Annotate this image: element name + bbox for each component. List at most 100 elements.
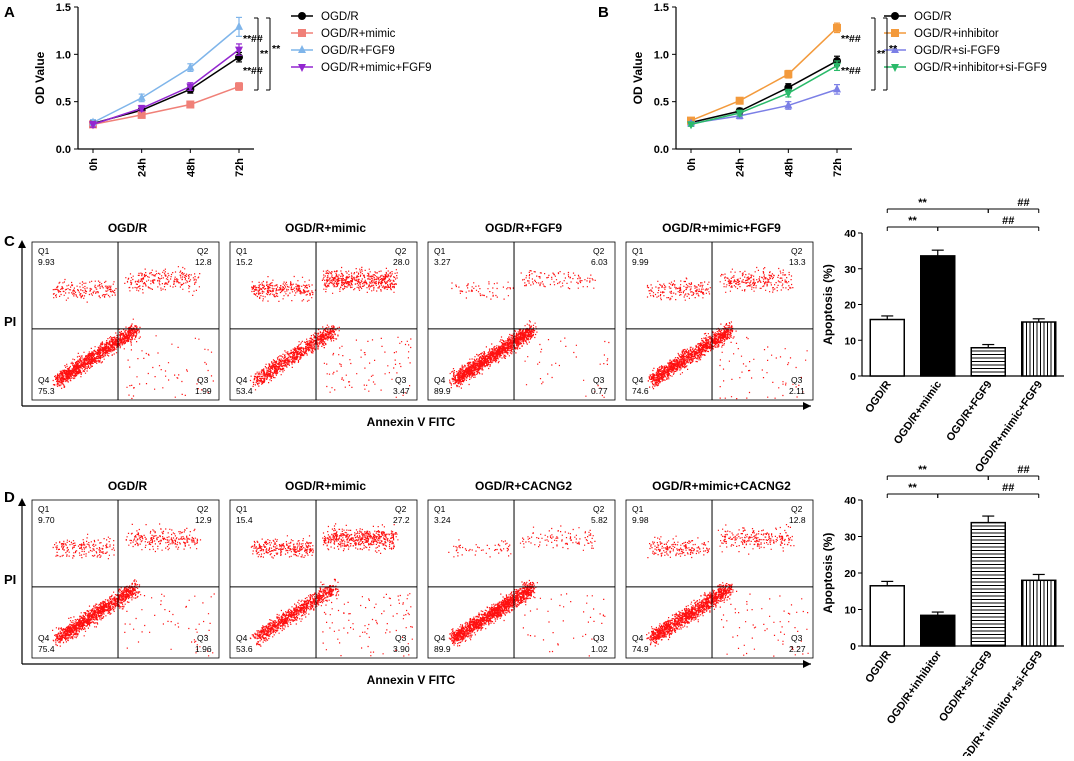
- x-axis-arrow: [803, 402, 811, 410]
- data-point: [833, 62, 841, 71]
- data-point: [137, 105, 146, 114]
- sig-annotation: **: [243, 33, 252, 45]
- quadrant-q3-value: 2.27: [789, 644, 806, 654]
- quadrant-q3-label: Q3: [197, 633, 209, 643]
- bar-chart-D-bar: 0 10 20 30 40 Apoptosis (%) OGD/ROGD/R+inhibit…: [821, 464, 1064, 761]
- legend-marker: [891, 29, 899, 37]
- data-point: [833, 84, 841, 93]
- sig-annotation: ##: [251, 65, 263, 77]
- flow-y-label: PI: [4, 572, 16, 587]
- y-tick-label: 30: [844, 532, 856, 544]
- x-tick-label: 24h: [137, 158, 149, 177]
- y-axis-label: OD Value: [33, 51, 47, 104]
- series-line: [690, 65, 838, 126]
- quadrant-q2-label: Q2: [593, 246, 605, 256]
- flow-plot-frame: [229, 499, 418, 659]
- quadrant-q1-value: 9.99: [632, 257, 649, 267]
- quadrant-q1-value: 9.70: [38, 515, 55, 525]
- quadrant-q1-value: 3.24: [434, 515, 451, 525]
- flow-cell-dots: [448, 525, 606, 657]
- quadrant-q2-label: Q2: [593, 504, 605, 514]
- series-line: [690, 88, 838, 125]
- legend-label: OGD/R+inhibitor: [914, 28, 999, 40]
- quadrant-q3-value: 1.96: [195, 644, 212, 654]
- panel-label-a: A: [4, 4, 15, 21]
- quadrant-q2-value: 12.8: [195, 257, 212, 267]
- x-tick-label: 72h: [832, 158, 844, 177]
- sig-label: **: [918, 464, 927, 476]
- flow-plot-frame: [229, 241, 418, 401]
- sig-annotation: **: [260, 48, 269, 60]
- y-tick-label: 1.5: [56, 2, 71, 14]
- quadrant-q1-label: Q1: [38, 504, 50, 514]
- flow-cell-dots: [449, 270, 610, 398]
- quadrant-q2-value: 5.82: [591, 515, 608, 525]
- flow-cell-dots: [249, 523, 413, 657]
- bar: [920, 255, 956, 377]
- data-point: [137, 110, 146, 119]
- sig-label: **: [908, 215, 917, 227]
- quadrant-q3-value: 1.99: [195, 386, 212, 396]
- quadrant-q4-label: Q4: [632, 375, 644, 385]
- quadrant-q4-label: Q4: [434, 633, 446, 643]
- quadrant-q1-value: 9.98: [632, 515, 649, 525]
- series-line: [92, 85, 240, 126]
- y-tick-label: 10: [844, 605, 856, 617]
- quadrant-q3-value: 2.11: [789, 386, 805, 396]
- sig-annotation: **: [841, 65, 850, 77]
- quadrant-q1-value: 3.27: [434, 257, 451, 267]
- legend-label: OGD/R+FGF9: [321, 45, 395, 57]
- x-tick-label: 24h: [735, 158, 747, 177]
- quadrant-q4-label: Q4: [236, 633, 248, 643]
- bar: [869, 585, 905, 647]
- sig-label: ##: [1002, 215, 1014, 227]
- y-tick-label: 1.0: [654, 49, 669, 61]
- flow-x-label: Annexin V FITC: [367, 415, 456, 429]
- legend-label: OGD/R: [914, 11, 952, 23]
- legend-marker: [891, 12, 899, 20]
- legend-label: OGD/R+mimic: [321, 28, 396, 40]
- sig-annotation: ##: [849, 33, 861, 45]
- legend-label: OGD/R: [321, 11, 359, 23]
- flow-plot-title: OGD/R: [108, 221, 148, 235]
- line-chart-A: 0.0 0.5 1.0 1.5 OD Value 0h 24h 48h 72h OGD/R OGD/…: [33, 2, 432, 177]
- quadrant-q3-label: Q3: [791, 375, 803, 385]
- y-axis-arrow: [18, 240, 26, 248]
- data-point: [735, 110, 744, 119]
- sig-annotation: ##: [251, 33, 263, 45]
- y-tick-label: 10: [844, 335, 856, 347]
- quadrant-q4-value: 53.6: [236, 644, 253, 654]
- quadrant-q2-label: Q2: [197, 246, 209, 256]
- sig-annotation: **: [243, 65, 252, 77]
- flow-plot-title: OGD/R: [108, 479, 148, 493]
- quadrant-q1-label: Q1: [38, 246, 50, 256]
- sig-annotation: **: [889, 43, 898, 55]
- legend-marker: [298, 45, 306, 53]
- flow-plot-title: OGD/R+FGF9: [485, 221, 562, 235]
- y-tick-label: 1.5: [654, 2, 669, 14]
- x-tick-label: 48h: [185, 158, 197, 177]
- bar: [1021, 579, 1057, 647]
- quadrant-q4-label: Q4: [632, 633, 644, 643]
- x-tick-label: 0h: [88, 158, 100, 171]
- data-point: [137, 92, 146, 101]
- data-point: [235, 82, 243, 91]
- sig-label: **: [908, 482, 917, 494]
- flow-plot-title: OGD/R+mimic+CACNG2: [652, 479, 791, 493]
- quadrant-q4-value: 89.9: [434, 644, 451, 654]
- series-line: [92, 26, 240, 124]
- data-point: [784, 70, 793, 79]
- quadrant-q4-value: 53.4: [236, 386, 253, 396]
- x-tick-label: OGD/R+si-FGF9: [937, 649, 995, 724]
- quadrant-q4-label: Q4: [38, 633, 50, 643]
